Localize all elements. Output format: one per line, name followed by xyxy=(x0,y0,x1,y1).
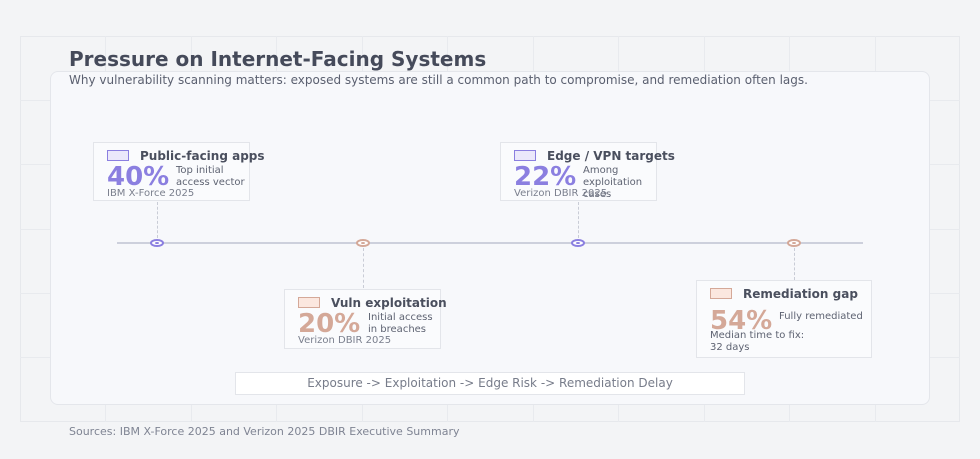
timeline-marker-remediation xyxy=(787,239,801,247)
stat-card-vuln-exploitation: Vuln exploitation 20% Initial access in b… xyxy=(284,289,447,349)
legend-swatch xyxy=(710,288,732,299)
timeline-marker-public-facing xyxy=(150,239,164,247)
timeline-marker-edge-vpn xyxy=(571,239,585,247)
connector-line xyxy=(363,248,364,288)
card-desc: Top initial access vector xyxy=(176,165,245,188)
card-value: 20% xyxy=(298,309,361,339)
card-label: Edge / VPN targets xyxy=(547,149,675,163)
card-source: Verizon DBIR 2025 xyxy=(514,188,608,199)
card-desc: Among exploitation cases xyxy=(583,165,643,200)
stat-card-edge-vpn: Edge / VPN targets 22% Among exploitatio… xyxy=(500,142,675,201)
card-value: 22% xyxy=(514,162,577,192)
sources-footer: Sources: IBM X-Force 2025 and Verizon 20… xyxy=(69,425,460,438)
card-label: Public-facing apps xyxy=(140,149,265,163)
legend-swatch xyxy=(298,297,320,308)
card-desc: Initial access in breaches xyxy=(368,312,433,335)
connector-line xyxy=(794,248,795,280)
stat-card-remediation: Remediation gap 54% Fully remediated Med… xyxy=(696,280,872,358)
card-value: 40% xyxy=(107,162,170,192)
card-value: 54% xyxy=(710,306,773,336)
card-desc: Fully remediated xyxy=(779,311,863,322)
flow-summary: Exposure -> Exploitation -> Edge Risk ->… xyxy=(235,372,745,395)
connector-line xyxy=(578,202,579,238)
page-title: Pressure on Internet-Facing Systems xyxy=(69,47,487,71)
card-source: Verizon DBIR 2025 xyxy=(298,335,392,346)
timeline-marker-vuln-exploitation xyxy=(356,239,370,247)
timeline-axis xyxy=(117,242,863,244)
card-source: IBM X-Force 2025 xyxy=(107,188,195,199)
card-label: Remediation gap xyxy=(743,287,858,301)
page-subtitle: Why vulnerability scanning matters: expo… xyxy=(69,73,808,87)
card-label: Vuln exploitation xyxy=(331,296,447,310)
card-source: Median time to fix: 32 days xyxy=(710,330,805,353)
connector-line xyxy=(157,202,158,238)
legend-swatch xyxy=(107,150,129,161)
legend-swatch xyxy=(514,150,536,161)
stat-card-public-facing: Public-facing apps 40% Top initial access… xyxy=(93,142,265,201)
